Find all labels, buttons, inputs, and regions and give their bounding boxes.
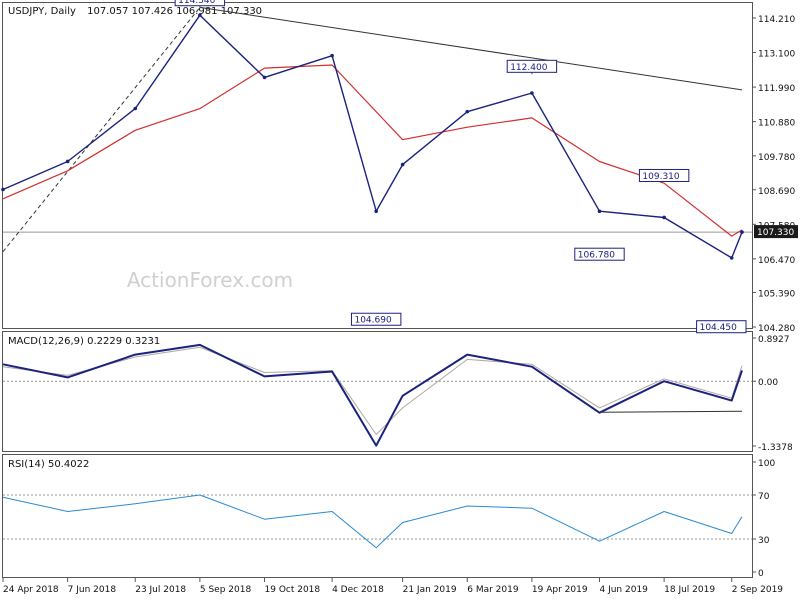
macd-panel-frame [2,331,753,452]
rsi-panel-frame [2,454,753,578]
close-point [465,109,470,114]
x-tick-label: 24 Apr 2018 [3,585,59,595]
close-point [133,106,138,111]
x-tick-label: 4 Jun 2019 [599,585,648,595]
price-y-tick-label: 105.390 [758,289,795,299]
annotation-label: 112.400 [510,63,547,73]
last-price-label: 107.330 [757,228,794,238]
price-y-tick-label: 110.880 [758,119,795,129]
last-price-badge [754,225,798,239]
macd-y-tick-label: 0.8927 [758,335,790,345]
macd-line [2,343,743,447]
annotation-label: 104.690 [354,316,391,326]
close-price-line [2,14,743,259]
rsi-y-tick-label: 70 [758,492,770,502]
price-y-tick-label: 114.210 [758,15,795,25]
x-tick-label: 18 Jul 2019 [664,585,715,595]
x-tick-label: 19 Oct 2018 [265,585,321,595]
symbol-title: USDJPY, Daily [8,6,76,17]
rsi-y-tick-label: 30 [758,536,770,546]
price-y-tick-label: 106.470 [758,256,795,266]
close-point [729,256,734,260]
macd-support-line [599,410,743,413]
x-tick-label: 6 Mar 2019 [467,585,519,595]
close-point [330,53,334,58]
rsi-line [2,494,743,549]
watermark: ActionForex.com [127,268,293,292]
ohlc-values: 107.057 107.426 106.981 107.330 [87,6,262,17]
x-tick-label: 23 Jul 2018 [135,585,186,595]
x-tick-label: 5 Sep 2018 [200,585,252,595]
close-point [374,209,378,214]
annotation-label: 109.310 [642,172,679,182]
annotation-box [574,247,625,261]
close-point [597,209,602,214]
annotation-box [350,312,402,326]
annotation-box [638,168,690,182]
x-tick-label: 2 Sep 2019 [732,585,784,595]
annotation-label: 114.540 [178,0,215,6]
price-y-tick-label: 111.990 [758,84,795,94]
annotation-box [506,59,558,73]
close-point [198,13,202,17]
price-y-tick-label: 108.690 [758,187,795,197]
rsi-y-tick-label: 0 [758,569,764,579]
annotation-label: 106.780 [578,251,615,261]
rsi-title: RSI(14) 50.4022 [8,459,89,470]
price-y-tick-label: 104.280 [758,324,795,334]
upper-trendline [199,6,743,91]
macd-plot [2,343,752,447]
annotation-box [696,320,747,334]
close-point [65,159,70,164]
axes: 114.210 113.100 111.990 110.880 109.780 108.6… [2,15,798,595]
close-point [400,162,405,167]
macd-title: MACD(12,26,9) 0.2229 0.3231 [8,336,160,347]
price-panel-frame [2,2,753,329]
x-tick-label: 4 Dec 2018 [332,585,384,595]
annotation-label: 104.450 [700,323,737,333]
price-y-tick-label: 109.780 [758,153,795,163]
x-tick-label: 19 Apr 2019 [532,585,588,595]
annotation-box [174,0,226,7]
close-point [740,230,744,234]
price-plot: 114.540 104.690 112.400 106.780 109.310 104.4… [1,0,752,334]
chart-title: USDJPY, Daily 107.057 107.426 106.981 10… [8,6,262,17]
macd-signal-line [2,346,743,435]
macd-y-tick-label: 0.00 [758,378,778,388]
moving-average-line [2,64,743,237]
close-point [1,187,5,192]
macd-y-tick-label: -1.3378 [758,443,793,453]
rsi-y-tick-label: 100 [758,459,775,469]
close-point [530,91,534,95]
rsi-plot [2,494,752,549]
price-y-tick-label: 113.100 [758,50,795,60]
close-point [262,75,267,80]
close-point [662,215,666,220]
lower-trendline [2,7,201,253]
x-tick-label: 7 Jun 2018 [68,585,117,595]
x-tick-label: 21 Jan 2019 [403,585,457,595]
